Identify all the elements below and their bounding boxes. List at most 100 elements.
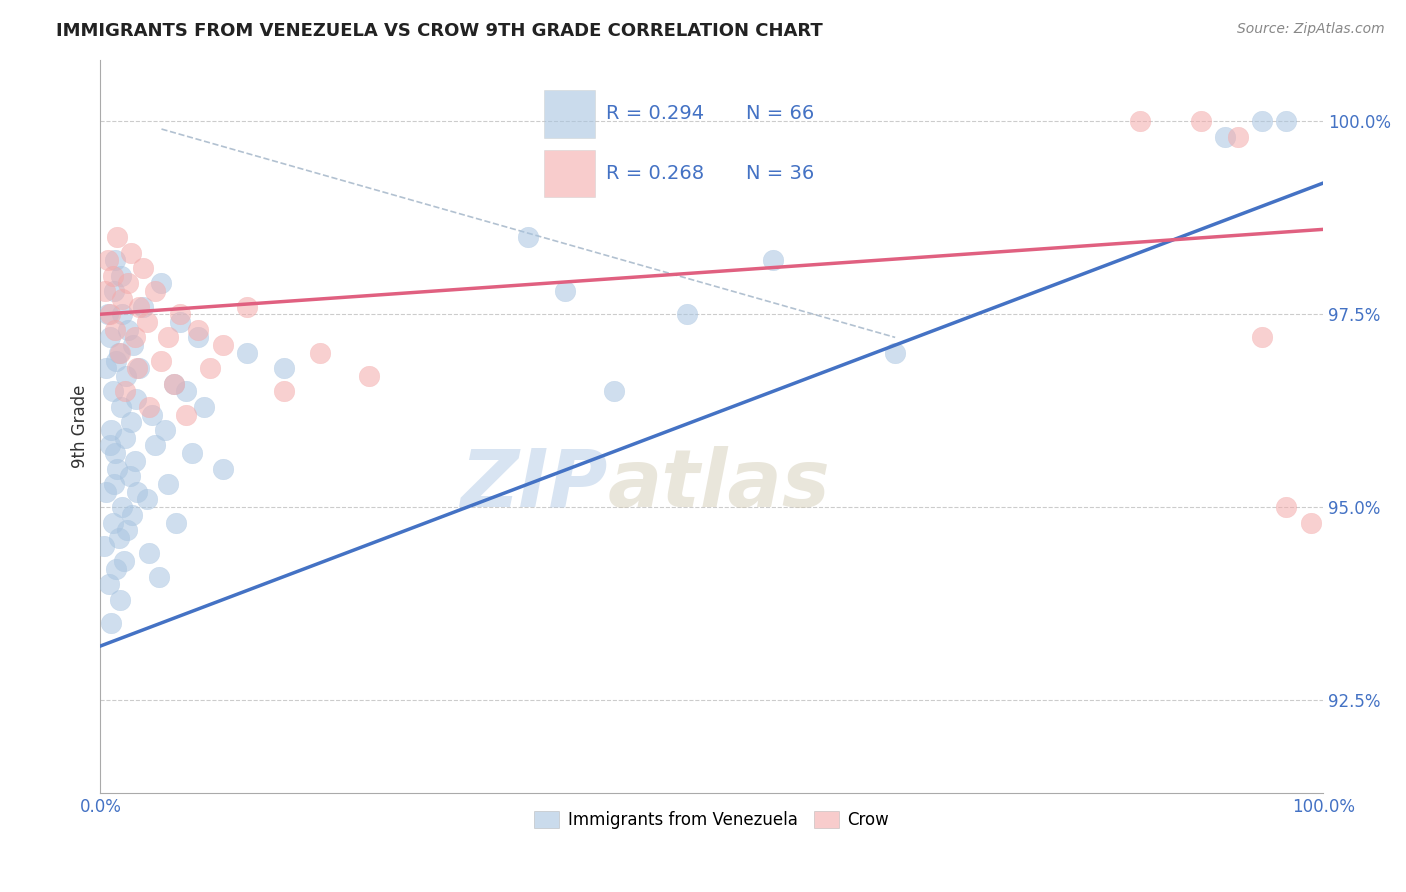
Point [236,300,259,314]
Point [236,346,259,360]
Point [100,615,122,630]
Text: Source: ZipAtlas.com: Source: ZipAtlas.com [1237,22,1385,37]
Point [762,253,785,268]
Point [132,300,155,314]
Point [97,577,120,591]
Point [150,353,173,368]
Point [174,408,197,422]
Point [118,469,141,483]
Point [103,284,125,298]
Point [211,338,233,352]
Point [98,307,121,321]
Point [554,284,576,298]
Point [115,368,138,383]
Point [122,338,145,352]
Point [138,400,160,414]
Point [117,524,139,538]
Point [148,569,170,583]
Point [111,500,134,515]
Point [141,408,163,422]
Point [676,307,699,321]
Point [1251,114,1274,128]
Point [98,438,121,452]
Point [156,477,179,491]
Point [96,484,118,499]
Point [94,284,117,298]
Point [104,253,127,268]
Point [174,384,197,399]
Point [98,330,121,344]
Point [169,315,191,329]
Point [1129,114,1152,128]
Point [359,368,381,383]
Point [114,384,136,399]
Point [124,454,146,468]
Point [156,330,179,344]
Point [105,353,128,368]
Point [135,492,157,507]
Point [112,554,135,568]
Point [884,346,907,360]
Point [135,315,157,329]
Point [273,361,295,376]
Point [1213,129,1236,144]
Point [108,592,131,607]
Point [101,268,124,283]
Point [169,307,191,321]
Point [114,431,136,445]
Point [200,361,222,376]
Point [104,446,127,460]
Legend: Immigrants from Venezuela, Crow: Immigrants from Venezuela, Crow [527,804,896,836]
Point [128,300,150,314]
Point [193,400,215,414]
Point [150,277,173,291]
Y-axis label: 9th Grade: 9th Grade [72,384,89,467]
Point [1275,500,1298,515]
Point [165,516,187,530]
Point [120,415,142,429]
Point [1275,114,1298,128]
Point [125,484,148,499]
Point [1299,516,1322,530]
Point [97,307,120,321]
Point [187,323,209,337]
Point [128,361,150,376]
Point [125,392,148,406]
Text: atlas: atlas [607,446,831,524]
Point [145,438,167,452]
Point [107,531,129,545]
Point [181,446,204,460]
Point [105,562,128,576]
Text: ZIP: ZIP [460,446,607,524]
Point [108,346,131,360]
Point [107,461,129,475]
Point [110,400,132,414]
Point [1251,330,1274,344]
Point [111,307,134,321]
Point [120,245,142,260]
Point [1189,114,1212,128]
Point [104,323,127,337]
Point [111,292,134,306]
Point [138,546,160,560]
Point [1226,129,1249,144]
Point [100,423,122,437]
Point [124,330,146,344]
Point [117,277,139,291]
Point [93,539,115,553]
Point [97,253,120,268]
Point [187,330,209,344]
Point [103,477,125,491]
Point [132,260,155,275]
Point [117,323,139,337]
Point [163,376,186,391]
Point [163,376,186,391]
Point [121,508,143,522]
Text: IMMIGRANTS FROM VENEZUELA VS CROW 9TH GRADE CORRELATION CHART: IMMIGRANTS FROM VENEZUELA VS CROW 9TH GR… [56,22,823,40]
Point [517,230,540,244]
Point [107,346,129,360]
Point [309,346,332,360]
Point [96,361,118,376]
Point [110,268,132,283]
Point [101,516,124,530]
